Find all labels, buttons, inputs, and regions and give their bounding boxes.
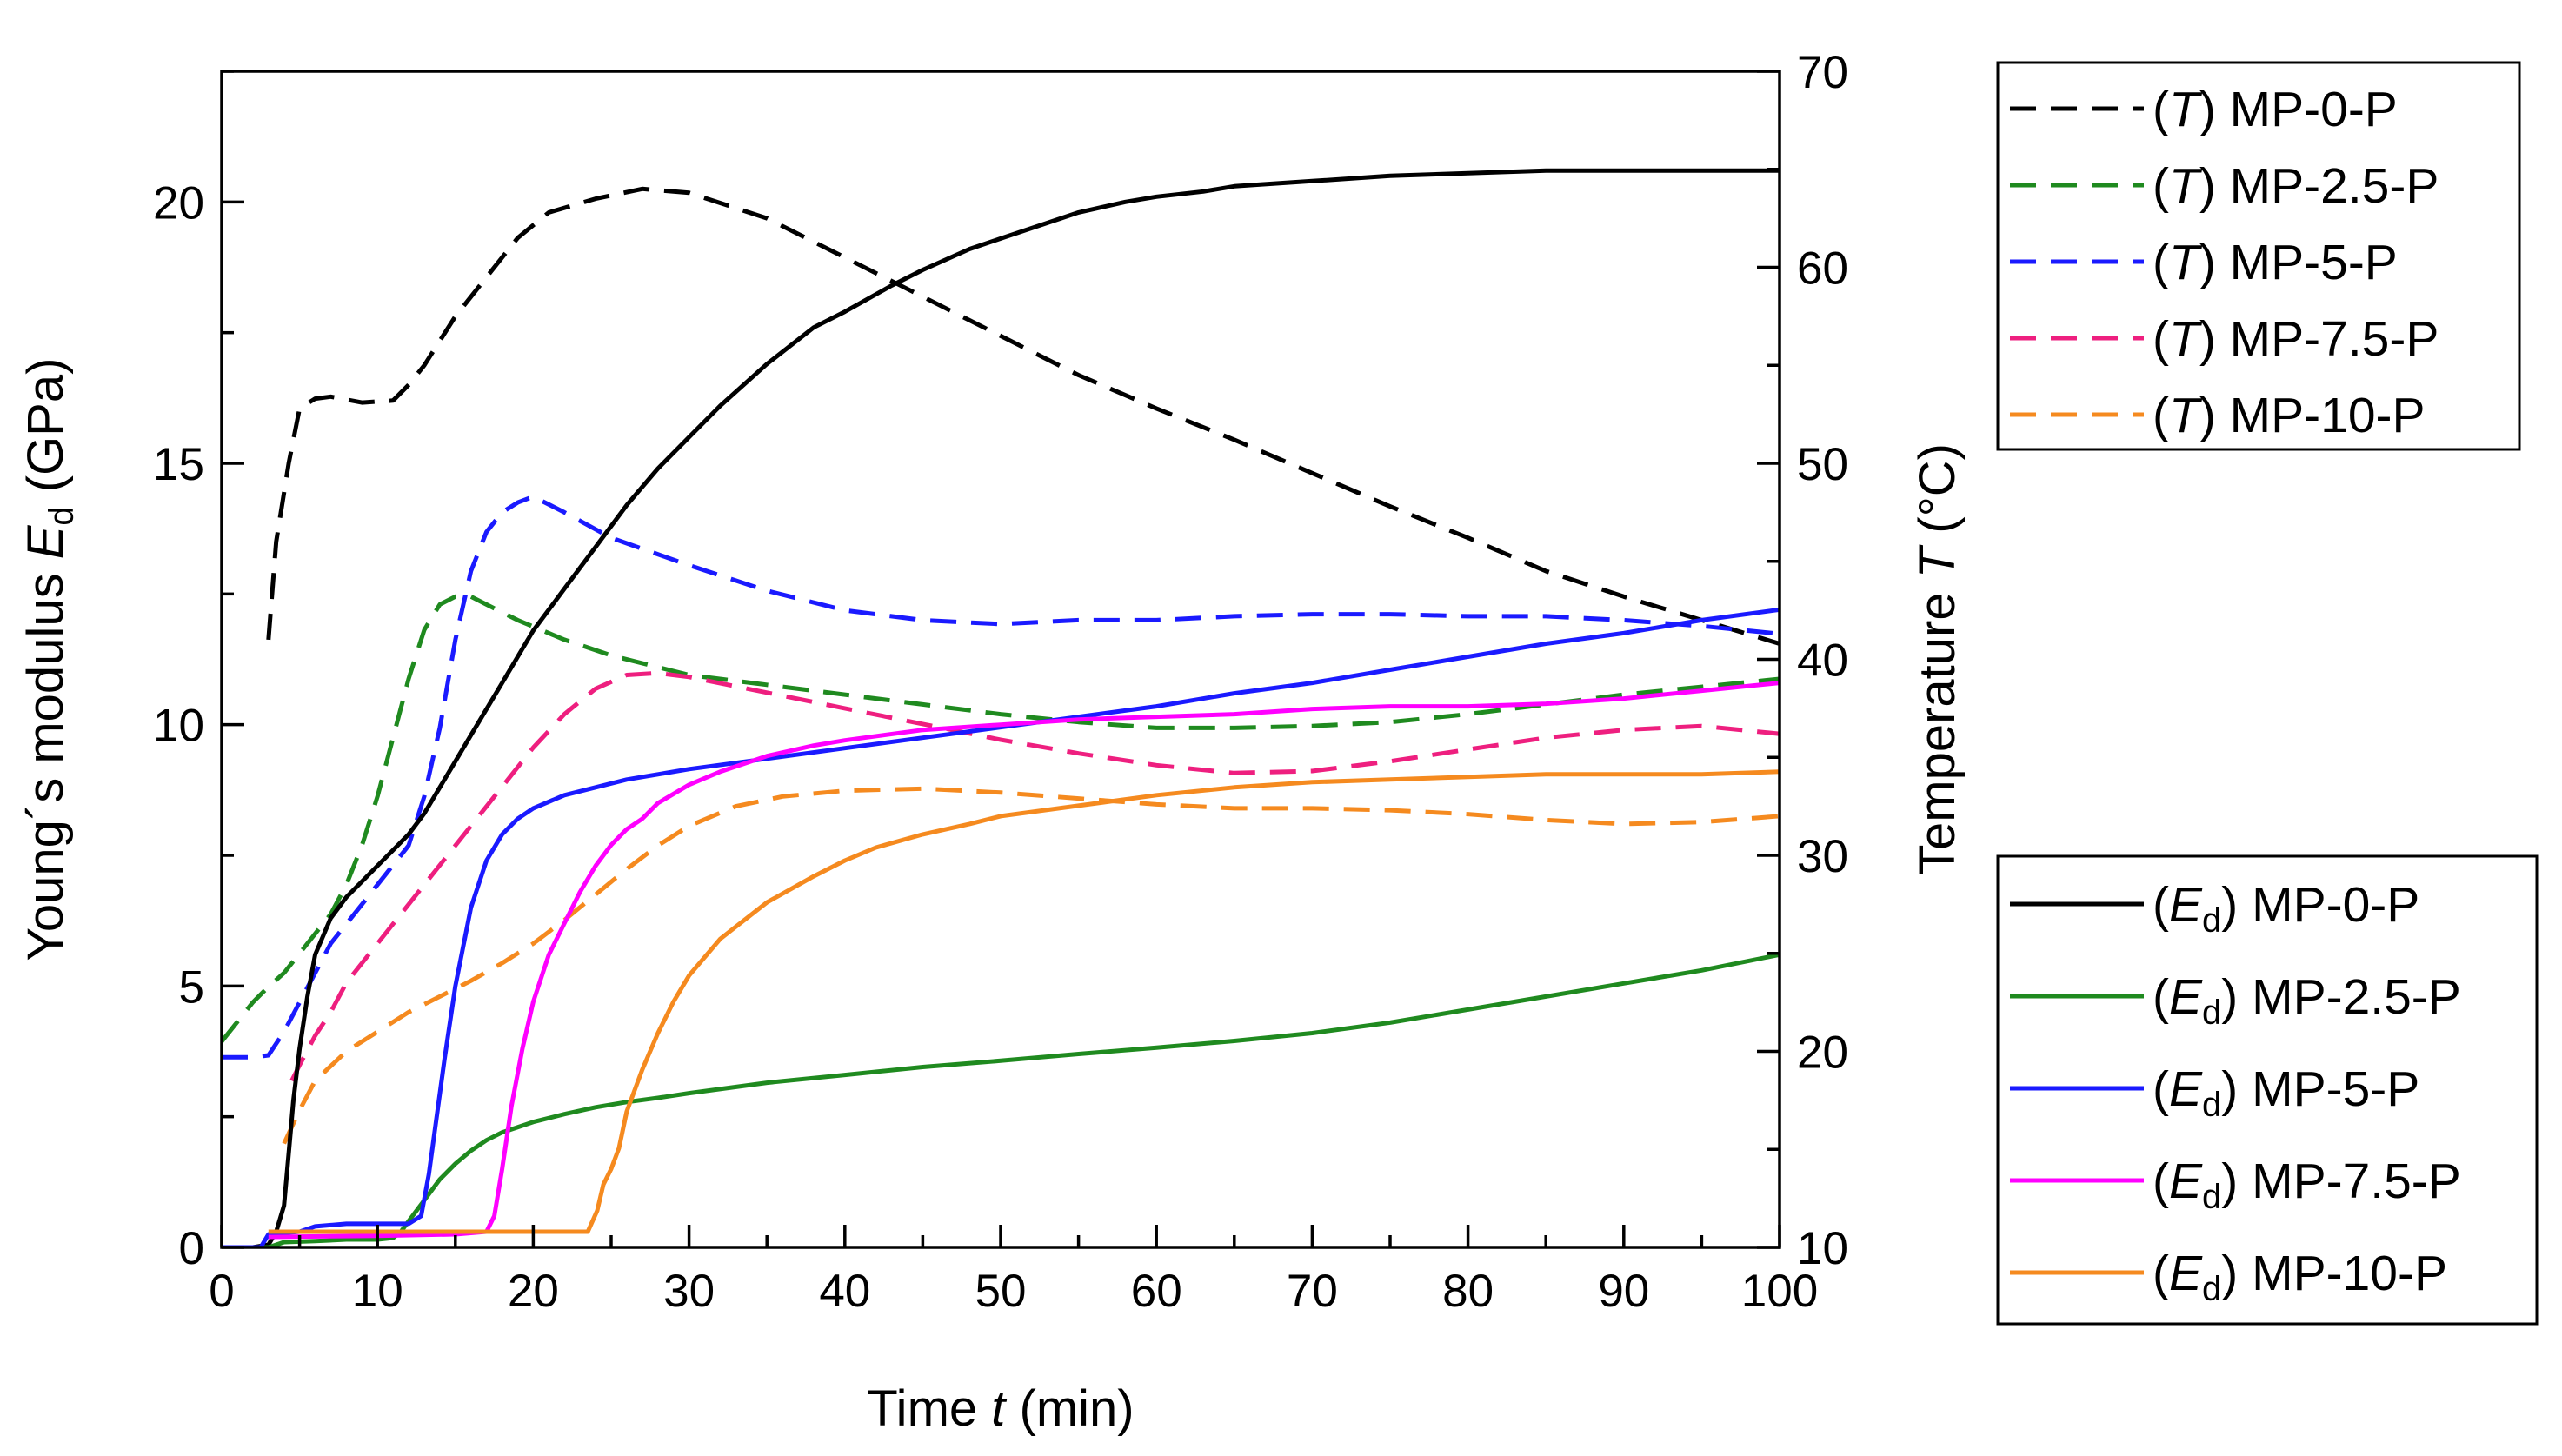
x-axis-title-var: t xyxy=(991,1380,1008,1437)
legend-modulus: (Ed) MP-0-P(Ed) MP-2.5-P(Ed) MP-5-P(Ed) … xyxy=(1996,854,2539,1326)
legend-label-name: ) MP-7.5-P xyxy=(2199,311,2439,367)
x-axis-title: Time t (min) xyxy=(867,1380,1134,1437)
legend-label-ed-mp-2-5-p: (Ed) MP-2.5-P xyxy=(2153,969,2461,1032)
legend-label-name: ) MP-7.5-P xyxy=(2221,1153,2461,1209)
legend-label-var: T xyxy=(2169,311,2203,367)
legend-label-t-mp-10-p: (T) MP-10-P xyxy=(2153,388,2426,443)
legend-label-ed-mp-10-p: (Ed) MP-10-P xyxy=(2153,1246,2447,1308)
y-right-axis-title: Temperature T (°C) xyxy=(1909,443,1966,875)
x-tick-label: 100 xyxy=(1741,1266,1818,1317)
series-t-mp-2-5-p xyxy=(222,594,1780,1043)
y-left-tick-label: 5 xyxy=(179,961,204,1013)
legend-label-open: ( xyxy=(2153,235,2169,290)
y-left-axis-title-text: Young´s modulus xyxy=(17,559,74,961)
y-left-axis-title-sub: d xyxy=(43,506,81,525)
legend-label-open: ( xyxy=(2153,1153,2169,1209)
legend-label-ed-mp-0-p: (Ed) MP-0-P xyxy=(2153,877,2419,940)
series-t-mp-7-5-p xyxy=(289,670,1780,1082)
series-t-mp-0-p xyxy=(266,186,1780,646)
legend-label-sub: d xyxy=(2202,1178,2221,1216)
legend-label-open: ( xyxy=(2153,1061,2169,1117)
legend-label-name: ) MP-10-P xyxy=(2199,388,2426,443)
axis-layer: 0 10 20 30 40 50 60 70 80 90 100 0 5 10 15 20 10 20 30 40 50… xyxy=(17,47,1966,1437)
series-ed-mp-10-p xyxy=(268,769,1780,1234)
x-tick-label: 60 xyxy=(1131,1266,1182,1317)
legend-label-sub: d xyxy=(2202,994,2221,1032)
y-right-tick-label: 50 xyxy=(1797,439,1848,490)
x-axis-title-unit: (min) xyxy=(1005,1380,1134,1437)
y-left-axis-title: Young´s modulus Ed (GPa) xyxy=(17,358,81,961)
y-right-axis-title-text: Temperature xyxy=(1909,578,1966,875)
legend-label-name: ) MP-0-P xyxy=(2199,82,2398,137)
legend-label-var: E xyxy=(2169,1246,2203,1301)
y-right-tick-label: 10 xyxy=(1797,1223,1848,1274)
legend-label-sub: d xyxy=(2202,901,2221,940)
legend-layer: (T) MP-0-P(T) MP-2.5-P(T) MP-5-P(T) MP-7… xyxy=(1996,61,2539,1326)
y-left-axis-title-unit: (GPa) xyxy=(17,358,74,507)
legend-label-var: T xyxy=(2169,235,2203,290)
x-tick-label: 0 xyxy=(209,1266,234,1317)
y-left-tick-label: 10 xyxy=(153,701,204,752)
series-t-mp-5-p xyxy=(222,494,1780,1060)
y-right-tick-label: 40 xyxy=(1797,635,1848,687)
legend-label-var: T xyxy=(2169,82,2203,137)
y-left-tick-label: 15 xyxy=(153,439,204,490)
legend-label-name: ) MP-5-P xyxy=(2221,1061,2419,1117)
legend-label-name: ) MP-5-P xyxy=(2199,235,2398,290)
legend-label-t-mp-2-5-p: (T) MP-2.5-P xyxy=(2153,158,2439,214)
legend-label-t-mp-7-5-p: (T) MP-7.5-P xyxy=(2153,311,2439,367)
legend-label-name: ) MP-2.5-P xyxy=(2199,158,2439,214)
legend-label-name: ) MP-2.5-P xyxy=(2221,969,2461,1025)
legend-label-var: E xyxy=(2169,969,2203,1025)
legend-label-ed-mp-5-p: (Ed) MP-5-P xyxy=(2153,1061,2419,1124)
y-right-tick-label: 60 xyxy=(1797,243,1848,295)
legend-label-var: T xyxy=(2169,388,2203,443)
x-tick-label: 40 xyxy=(819,1266,870,1317)
legend-temperature-box xyxy=(1996,61,2521,451)
legend-label-open: ( xyxy=(2153,311,2169,367)
x-tick-label: 20 xyxy=(508,1266,559,1317)
y-left-tick-label: 0 xyxy=(179,1223,204,1274)
y-right-axis-title-unit: (°C) xyxy=(1909,443,1966,548)
legend-label-ed-mp-7-5-p: (Ed) MP-7.5-P xyxy=(2153,1153,2461,1216)
series-ed-mp-7-5-p xyxy=(268,681,1780,1240)
legend-label-open: ( xyxy=(2153,388,2169,443)
y-right-axis-title-var: T xyxy=(1909,544,1966,578)
y-left-tick-label: 20 xyxy=(153,177,204,229)
legend-label-open: ( xyxy=(2153,158,2169,214)
legend-label-open: ( xyxy=(2153,82,2169,137)
legend-label-sub: d xyxy=(2202,1270,2221,1308)
plot-frame xyxy=(220,70,1781,1249)
y-right-tick-label: 70 xyxy=(1797,47,1848,98)
legend-label-open: ( xyxy=(2153,969,2169,1025)
legend-label-var: T xyxy=(2169,158,2203,214)
x-tick-label: 80 xyxy=(1442,1266,1494,1317)
legend-label-name: ) MP-10-P xyxy=(2221,1246,2447,1301)
series-ed-mp-0-p xyxy=(222,168,1780,1247)
legend-label-var: E xyxy=(2169,877,2203,933)
legend-temperature: (T) MP-0-P(T) MP-2.5-P(T) MP-5-P(T) MP-7… xyxy=(1996,61,2521,451)
y-right-tick-label: 20 xyxy=(1797,1027,1848,1079)
legend-label-name: ) MP-0-P xyxy=(2221,877,2419,933)
series-ed-mp-2-5-p xyxy=(222,952,1780,1247)
x-tick-label: 90 xyxy=(1598,1266,1649,1317)
legend-label-t-mp-5-p: (T) MP-5-P xyxy=(2153,235,2398,290)
legend-label-sub: d xyxy=(2202,1086,2221,1124)
x-axis-title-text: Time xyxy=(867,1380,991,1437)
y-right-tick-label: 30 xyxy=(1797,831,1848,882)
x-tick-label: 30 xyxy=(663,1266,715,1317)
legend-label-open: ( xyxy=(2153,877,2169,933)
series-ed-mp-5-p xyxy=(222,607,1780,1247)
legend-label-open: ( xyxy=(2153,1246,2169,1301)
series-t-mp-10-p xyxy=(282,786,1780,1145)
legend-label-t-mp-0-p: (T) MP-0-P xyxy=(2153,82,2398,137)
legend-label-var: E xyxy=(2169,1153,2203,1209)
legend-label-var: E xyxy=(2169,1061,2203,1117)
x-tick-label: 50 xyxy=(975,1266,1027,1317)
y-left-axis-title-var: E xyxy=(17,524,74,559)
series-layer xyxy=(222,168,1780,1247)
x-tick-label: 70 xyxy=(1287,1266,1338,1317)
x-tick-label: 10 xyxy=(352,1266,403,1317)
